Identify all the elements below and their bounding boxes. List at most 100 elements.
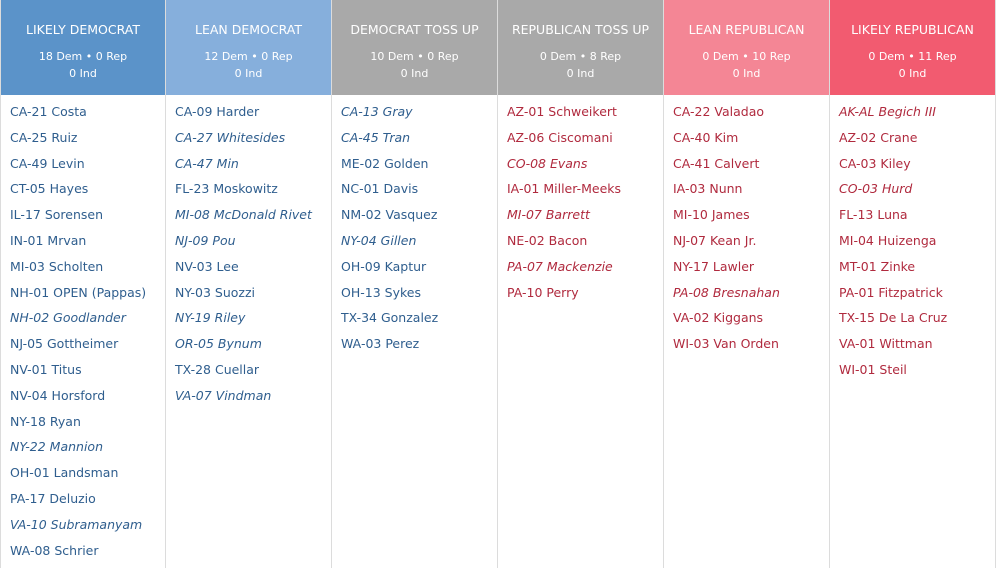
race-item[interactable]: NH-01 OPEN (Pappas) xyxy=(10,284,147,300)
race-item[interactable]: CA-09 Harder xyxy=(175,104,260,119)
independent-count: 0 Ind xyxy=(898,67,927,80)
race-item[interactable]: NV-04 Horsford xyxy=(10,387,106,403)
race-list: CA-21 Costa CA-25 Ruiz CA-49 Levin CT-05 Ha… xyxy=(1,95,165,568)
race-item[interactable]: CA-27 Whitesides xyxy=(175,129,286,145)
race-item[interactable]: IN-01 Mrvan xyxy=(10,232,87,248)
race-item[interactable]: CA-47 Min xyxy=(175,155,239,171)
race-item[interactable]: WA-08 Schrier xyxy=(10,542,99,558)
race-item[interactable]: OR-05 Bynum xyxy=(175,336,262,352)
race-item[interactable]: NJ-07 Kean Jr. xyxy=(673,232,757,248)
race-item[interactable]: TX-15 De La Cruz xyxy=(839,310,948,326)
race-item[interactable]: CO-03 Hurd xyxy=(839,181,913,197)
race-item[interactable]: CA-21 Costa xyxy=(10,104,87,119)
column-header: LEAN DEMOCRAT 12 Dem • 0 Rep 0 Ind xyxy=(166,0,331,95)
race-item[interactable]: PA-10 Perry xyxy=(507,284,579,300)
race-list: CA-09 Harder CA-27 Whitesides CA-47 Min FL-… xyxy=(166,95,331,414)
race-item[interactable]: CA-40 Kim xyxy=(673,129,739,145)
column-header: LEAN REPUBLICAN 0 Dem • 10 Rep 0 Ind xyxy=(664,0,829,95)
race-item[interactable]: MT-01 Zinke xyxy=(839,258,916,274)
race-item[interactable]: NH-02 Goodlander xyxy=(10,310,126,326)
race-item[interactable]: VA-07 Vindman xyxy=(175,387,272,403)
race-item[interactable]: NY-19 Riley xyxy=(175,310,246,326)
race-item[interactable]: PA-17 Deluzio xyxy=(10,490,96,506)
race-item[interactable]: VA-02 Kiggans xyxy=(673,310,764,326)
race-item[interactable]: ME-02 Golden xyxy=(341,155,429,171)
seat-counts: 18 Dem • 0 Rep xyxy=(38,50,128,63)
race-item[interactable]: OH-01 Landsman xyxy=(10,465,119,481)
race-item[interactable]: NY-04 Gillen xyxy=(341,232,417,248)
race-item[interactable]: WA-03 Perez xyxy=(341,336,420,352)
race-item[interactable]: OH-09 Kaptur xyxy=(341,258,427,274)
race-item[interactable]: CA-13 Gray xyxy=(341,104,413,119)
column-title: LEAN DEMOCRAT xyxy=(194,22,302,37)
race-item[interactable]: PA-07 Mackenzie xyxy=(507,258,613,274)
race-item[interactable]: NC-01 Davis xyxy=(341,181,419,197)
race-item[interactable]: MI-08 McDonald Rivet xyxy=(175,207,312,223)
race-item[interactable]: WI-03 Van Orden xyxy=(673,336,779,352)
race-item[interactable]: CA-49 Levin xyxy=(10,155,85,171)
race-item[interactable]: CA-45 Tran xyxy=(341,129,411,145)
race-item[interactable]: NY-18 Ryan xyxy=(10,413,81,429)
rating-column-lean-democrat: LEAN DEMOCRAT 12 Dem • 0 Rep 0 Ind CA-09… xyxy=(166,0,332,568)
race-item[interactable]: NY-22 Mannion xyxy=(10,439,103,455)
column-title: LIKELY REPUBLICAN xyxy=(851,22,974,37)
race-item[interactable]: MI-07 Barrett xyxy=(507,207,590,223)
race-item[interactable]: PA-01 Fitzpatrick xyxy=(839,284,943,300)
seat-counts: 0 Dem • 10 Rep xyxy=(702,50,791,63)
rating-column-lean-republican: LEAN REPUBLICAN 0 Dem • 10 Rep 0 Ind CA-… xyxy=(664,0,830,568)
race-list: AZ-01 Schweikert AZ-06 Ciscomani CO-08 Eva… xyxy=(498,95,663,310)
race-item[interactable]: MI-03 Scholten xyxy=(10,258,104,274)
race-item[interactable]: CA-25 Ruiz xyxy=(10,129,78,145)
race-item[interactable]: PA-08 Bresnahan xyxy=(673,284,780,300)
race-item[interactable]: TX-34 Gonzalez xyxy=(341,310,439,326)
race-item[interactable]: VA-01 Wittman xyxy=(839,336,933,352)
rating-column-democrat-toss-up: DEMOCRAT TOSS UP 10 Dem • 0 Rep 0 Ind CA… xyxy=(332,0,498,568)
race-item[interactable]: NV-01 Titus xyxy=(10,361,82,377)
independent-count: 0 Ind xyxy=(566,67,595,80)
race-item[interactable]: NY-03 Suozzi xyxy=(175,284,255,300)
race-item[interactable]: AZ-01 Schweikert xyxy=(507,104,617,119)
race-item[interactable]: NY-17 Lawler xyxy=(673,258,755,274)
independent-count: 0 Ind xyxy=(69,67,97,80)
race-item[interactable]: IA-03 Nunn xyxy=(673,181,743,197)
race-item[interactable]: OH-13 Sykes xyxy=(341,284,421,300)
race-item[interactable]: NJ-09 Pou xyxy=(175,232,236,248)
race-item[interactable]: CA-41 Calvert xyxy=(673,155,760,171)
race-item[interactable]: CA-03 Kiley xyxy=(839,155,911,171)
seat-counts: 12 Dem • 0 Rep xyxy=(204,50,293,63)
race-item[interactable]: FL-23 Moskowitz xyxy=(175,181,278,197)
race-item[interactable]: CO-08 Evans xyxy=(507,155,588,171)
race-item[interactable]: NE-02 Bacon xyxy=(507,232,588,248)
race-item[interactable]: TX-28 Cuellar xyxy=(175,361,260,377)
column-title: LEAN REPUBLICAN xyxy=(688,22,805,37)
rating-column-likely-republican: LIKELY REPUBLICAN 0 Dem • 11 Rep 0 Ind A… xyxy=(830,0,996,568)
race-item[interactable]: IL-17 Sorensen xyxy=(10,207,104,223)
column-header: REPUBLICAN TOSS UP 0 Dem • 8 Rep 0 Ind xyxy=(498,0,663,95)
seat-counts: 0 Dem • 11 Rep xyxy=(868,50,957,63)
race-item[interactable]: NJ-05 Gottheimer xyxy=(10,336,119,352)
rating-column-republican-toss-up: REPUBLICAN TOSS UP 0 Dem • 8 Rep 0 Ind A… xyxy=(498,0,664,568)
race-item[interactable]: AZ-02 Crane xyxy=(839,129,918,145)
race-item[interactable]: IA-01 Miller-Meeks xyxy=(507,181,622,197)
column-header: DEMOCRAT TOSS UP 10 Dem • 0 Rep 0 Ind xyxy=(332,0,497,95)
race-item[interactable]: CA-22 Valadao xyxy=(673,104,765,119)
column-title: REPUBLICAN TOSS UP xyxy=(511,22,650,37)
race-item[interactable]: NM-02 Vasquez xyxy=(341,207,438,223)
race-item[interactable]: MI-10 James xyxy=(673,207,750,223)
race-item[interactable]: NV-03 Lee xyxy=(175,258,239,274)
column-header: LIKELY REPUBLICAN 0 Dem • 11 Rep 0 Ind xyxy=(830,0,995,95)
race-item[interactable]: AK-AL Begich III xyxy=(839,104,936,119)
race-item[interactable]: MI-04 Huizenga xyxy=(839,232,937,248)
independent-count: 0 Ind xyxy=(400,67,429,80)
race-list: AK-AL Begich III AZ-02 Crane CA-03 Kiley CO… xyxy=(830,95,995,388)
race-item[interactable]: FL-13 Luna xyxy=(839,207,908,223)
column-title: DEMOCRAT TOSS UP xyxy=(350,22,479,37)
race-item[interactable]: AZ-06 Ciscomani xyxy=(507,129,613,145)
independent-count: 0 Ind xyxy=(732,67,761,80)
race-item[interactable]: CT-05 Hayes xyxy=(10,181,89,197)
seat-counts: 0 Dem • 8 Rep xyxy=(539,50,622,63)
seat-counts: 10 Dem • 0 Rep xyxy=(370,50,459,63)
race-item[interactable]: WI-01 Steil xyxy=(839,361,907,377)
race-item[interactable]: VA-10 Subramanyam xyxy=(10,516,143,532)
